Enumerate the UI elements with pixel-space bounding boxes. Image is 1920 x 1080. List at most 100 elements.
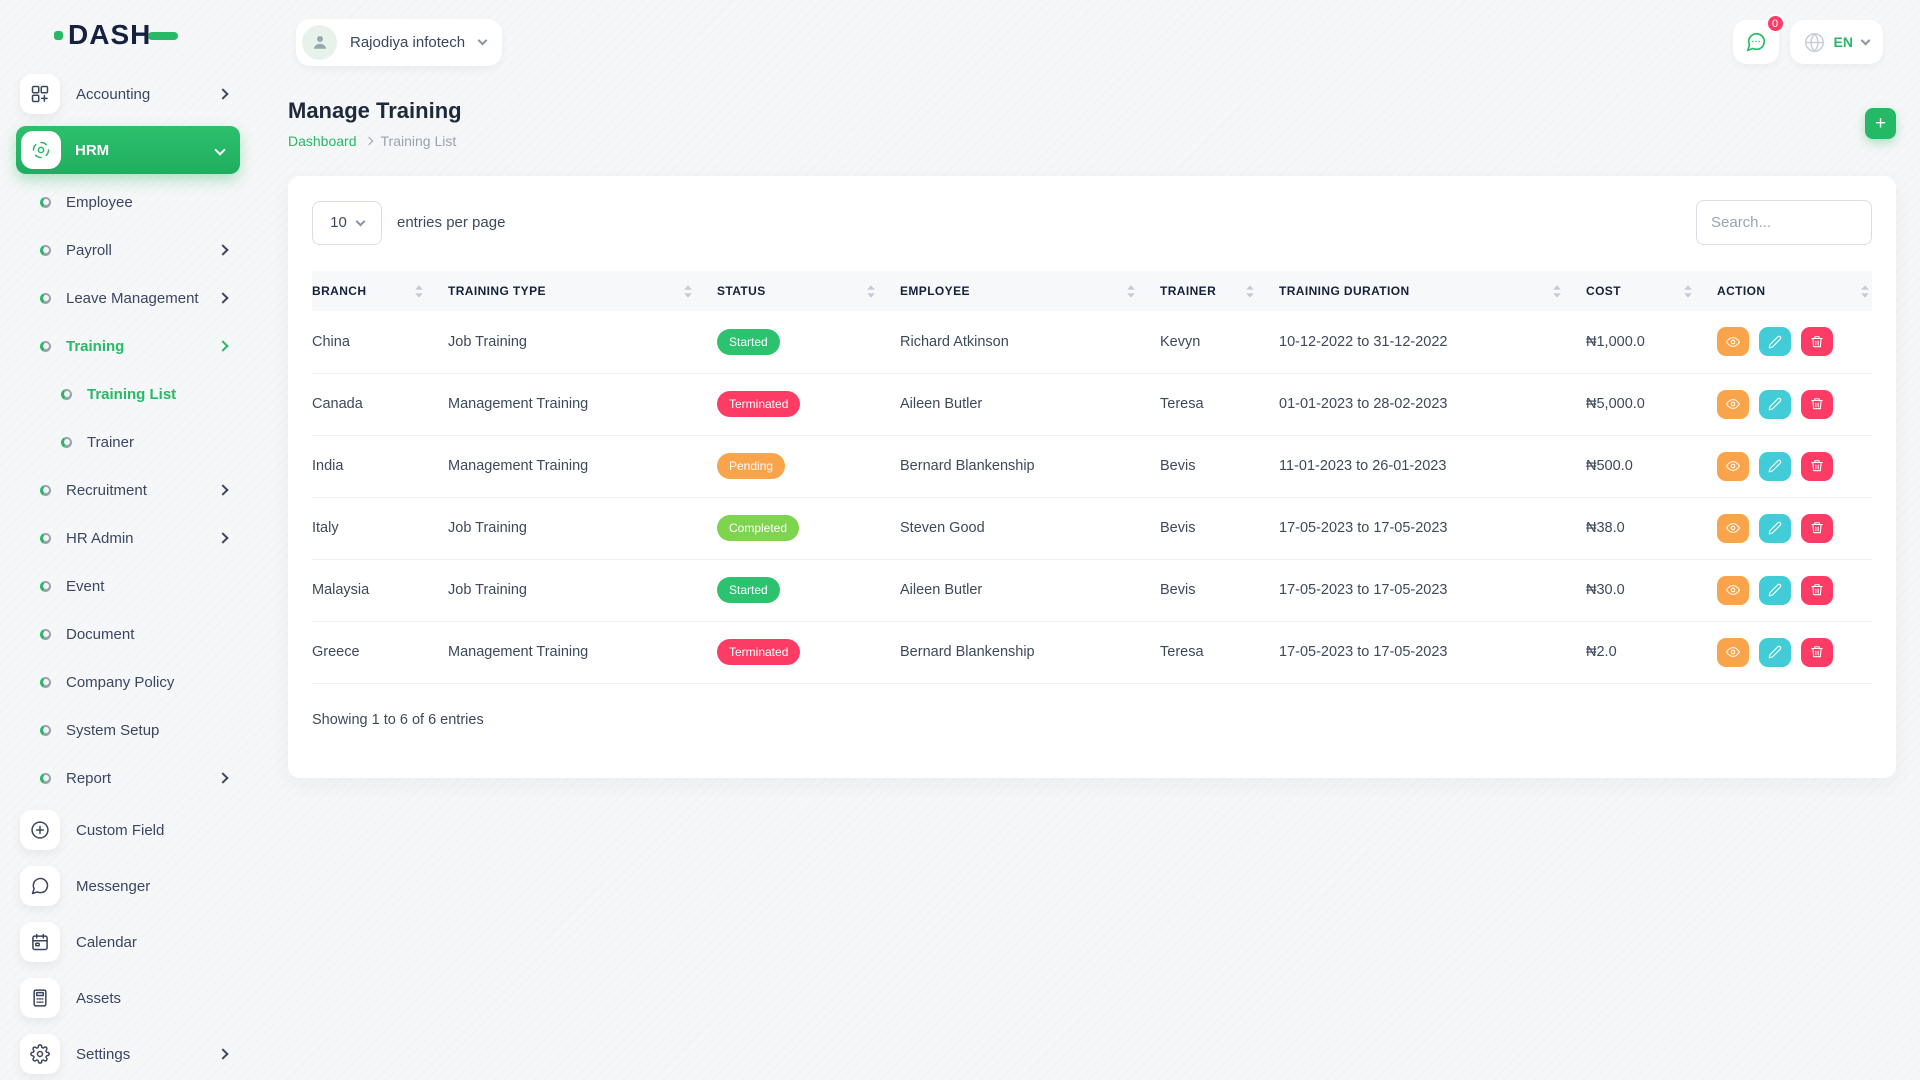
view-button[interactable]	[1717, 451, 1749, 481]
sidebar-item-label: Company Policy	[66, 673, 175, 691]
sidebar-item-employee[interactable]: Employee	[0, 178, 247, 226]
delete-button[interactable]	[1801, 513, 1833, 543]
bullet-icon	[61, 388, 72, 400]
edit-button[interactable]	[1759, 451, 1791, 481]
sidebar-item-accounting[interactable]: Accounting	[0, 66, 247, 122]
sort-icon[interactable]	[1126, 284, 1136, 299]
sidebar-item-assets[interactable]: Assets	[0, 970, 247, 1026]
sort-icon[interactable]	[1245, 284, 1255, 299]
company-selector[interactable]: Rajodiya infotech	[296, 18, 503, 66]
sidebar-item-label: HRM	[75, 141, 110, 159]
table-row: Italy Job Training Completed Steven Good Bev…	[312, 497, 1872, 560]
trainer-cell: Teresa	[1160, 373, 1279, 436]
sort-icon[interactable]	[1683, 284, 1693, 299]
column-label: TRAINING TYPE	[448, 284, 546, 298]
view-button[interactable]	[1717, 389, 1749, 419]
sort-icon[interactable]	[683, 284, 693, 299]
edit-button[interactable]	[1759, 327, 1791, 357]
view-button[interactable]	[1717, 575, 1749, 605]
app-logo[interactable]: DASH	[54, 18, 247, 52]
pencil-icon	[1768, 583, 1782, 597]
training-table: BRANCH TRAINING TYPE STATUS EMPLOYEE TRAINER…	[312, 271, 1872, 684]
sidebar-item-hr-admin[interactable]: HR Admin	[0, 514, 247, 562]
add-training-button[interactable]: +	[1865, 108, 1896, 139]
delete-button[interactable]	[1801, 451, 1833, 481]
bullet-icon	[40, 484, 51, 496]
circle-plus-icon	[20, 810, 60, 850]
column-header-trainer[interactable]: TRAINER	[1160, 271, 1279, 311]
sidebar-item-system-setup[interactable]: System Setup	[0, 706, 247, 754]
sidebar-item-training[interactable]: Training	[0, 322, 247, 370]
column-header-branch[interactable]: BRANCH	[312, 271, 448, 311]
column-header-employee[interactable]: EMPLOYEE	[900, 271, 1160, 311]
view-button[interactable]	[1717, 513, 1749, 543]
sidebar-item-trainer[interactable]: Trainer	[0, 418, 247, 466]
breadcrumb-dashboard-link[interactable]: Dashboard	[288, 133, 357, 149]
eye-icon	[1726, 399, 1740, 409]
sidebar-item-report[interactable]: Report	[0, 754, 247, 802]
edit-button[interactable]	[1759, 637, 1791, 667]
sort-icon[interactable]	[866, 284, 876, 299]
sidebar-item-payroll[interactable]: Payroll	[0, 226, 247, 274]
edit-button[interactable]	[1759, 389, 1791, 419]
status-badge: Terminated	[717, 639, 801, 665]
delete-button[interactable]	[1801, 327, 1833, 357]
column-header-training-type[interactable]: TRAINING TYPE	[448, 271, 717, 311]
branch-cell: Canada	[312, 373, 448, 436]
delete-button[interactable]	[1801, 637, 1833, 667]
messages-button[interactable]: 0	[1732, 14, 1785, 64]
entries-per-page-label: entries per page	[397, 214, 506, 231]
column-header-training-duration[interactable]: TRAINING DURATION	[1279, 271, 1586, 311]
column-header-cost[interactable]: COST	[1586, 271, 1717, 311]
sidebar-item-label: Recruitment	[66, 481, 147, 499]
action-cell	[1717, 311, 1872, 374]
column-header-action[interactable]: ACTION	[1717, 271, 1872, 311]
sidebar-item-recruitment[interactable]: Recruitment	[0, 466, 247, 514]
sort-icon[interactable]	[414, 284, 424, 299]
sidebar-item-leave-management[interactable]: Leave Management	[0, 274, 247, 322]
training-type-cell: Job Training	[448, 311, 717, 374]
search-input[interactable]	[1696, 200, 1872, 245]
chevron-down-icon	[355, 216, 366, 226]
delete-button[interactable]	[1801, 575, 1833, 605]
entries-per-page-select[interactable]: 10	[312, 200, 382, 245]
table-row: Greece Management Training Terminated Berna…	[312, 621, 1872, 684]
logo-text: DASH	[68, 19, 152, 50]
sidebar-item-company-policy[interactable]: Company Policy	[0, 658, 247, 706]
sidebar-item-settings[interactable]: Settings	[0, 1026, 247, 1080]
sidebar-item-messenger[interactable]: Messenger	[0, 858, 247, 914]
sort-icon[interactable]	[1552, 284, 1562, 299]
sidebar-item-hrm[interactable]: HRM	[16, 126, 240, 174]
column-label: COST	[1586, 284, 1621, 298]
view-button[interactable]	[1717, 327, 1749, 357]
training-type-cell: Job Training	[448, 559, 717, 622]
action-cell	[1717, 559, 1872, 622]
trash-icon	[1811, 398, 1823, 410]
sidebar-item-document[interactable]: Document	[0, 610, 247, 658]
trainer-cell: Bevis	[1160, 435, 1279, 498]
cost-cell: ₦2.0	[1586, 621, 1717, 684]
eye-icon	[1726, 461, 1740, 471]
view-button[interactable]	[1717, 637, 1749, 667]
edit-button[interactable]	[1759, 575, 1791, 605]
language-selector[interactable]: EN	[1789, 20, 1883, 64]
delete-button[interactable]	[1801, 389, 1833, 419]
sidebar-item-calendar[interactable]: Calendar	[0, 914, 247, 970]
column-header-status[interactable]: STATUS	[717, 271, 900, 311]
column-label: TRAINING DURATION	[1279, 284, 1410, 298]
sidebar-item-label: Custom Field	[76, 821, 165, 839]
action-cell	[1717, 621, 1872, 684]
chevron-right-icon	[217, 292, 229, 304]
edit-button[interactable]	[1759, 513, 1791, 543]
sidebar-item-label: Employee	[66, 193, 133, 211]
sidebar-item-label: Accounting	[76, 85, 151, 103]
sidebar-item-custom-field[interactable]: Custom Field	[0, 802, 247, 858]
sidebar-item-training-list[interactable]: Training List	[0, 370, 247, 418]
trainer-cell: Teresa	[1160, 621, 1279, 684]
status-cell: Started	[717, 311, 900, 374]
sidebar-item-event[interactable]: Event	[0, 562, 247, 610]
sidebar-item-label: Calendar	[76, 933, 137, 951]
sidebar-item-label: Report	[66, 769, 112, 787]
training-type-cell: Management Training	[448, 435, 717, 498]
sort-icon[interactable]	[1860, 284, 1870, 299]
